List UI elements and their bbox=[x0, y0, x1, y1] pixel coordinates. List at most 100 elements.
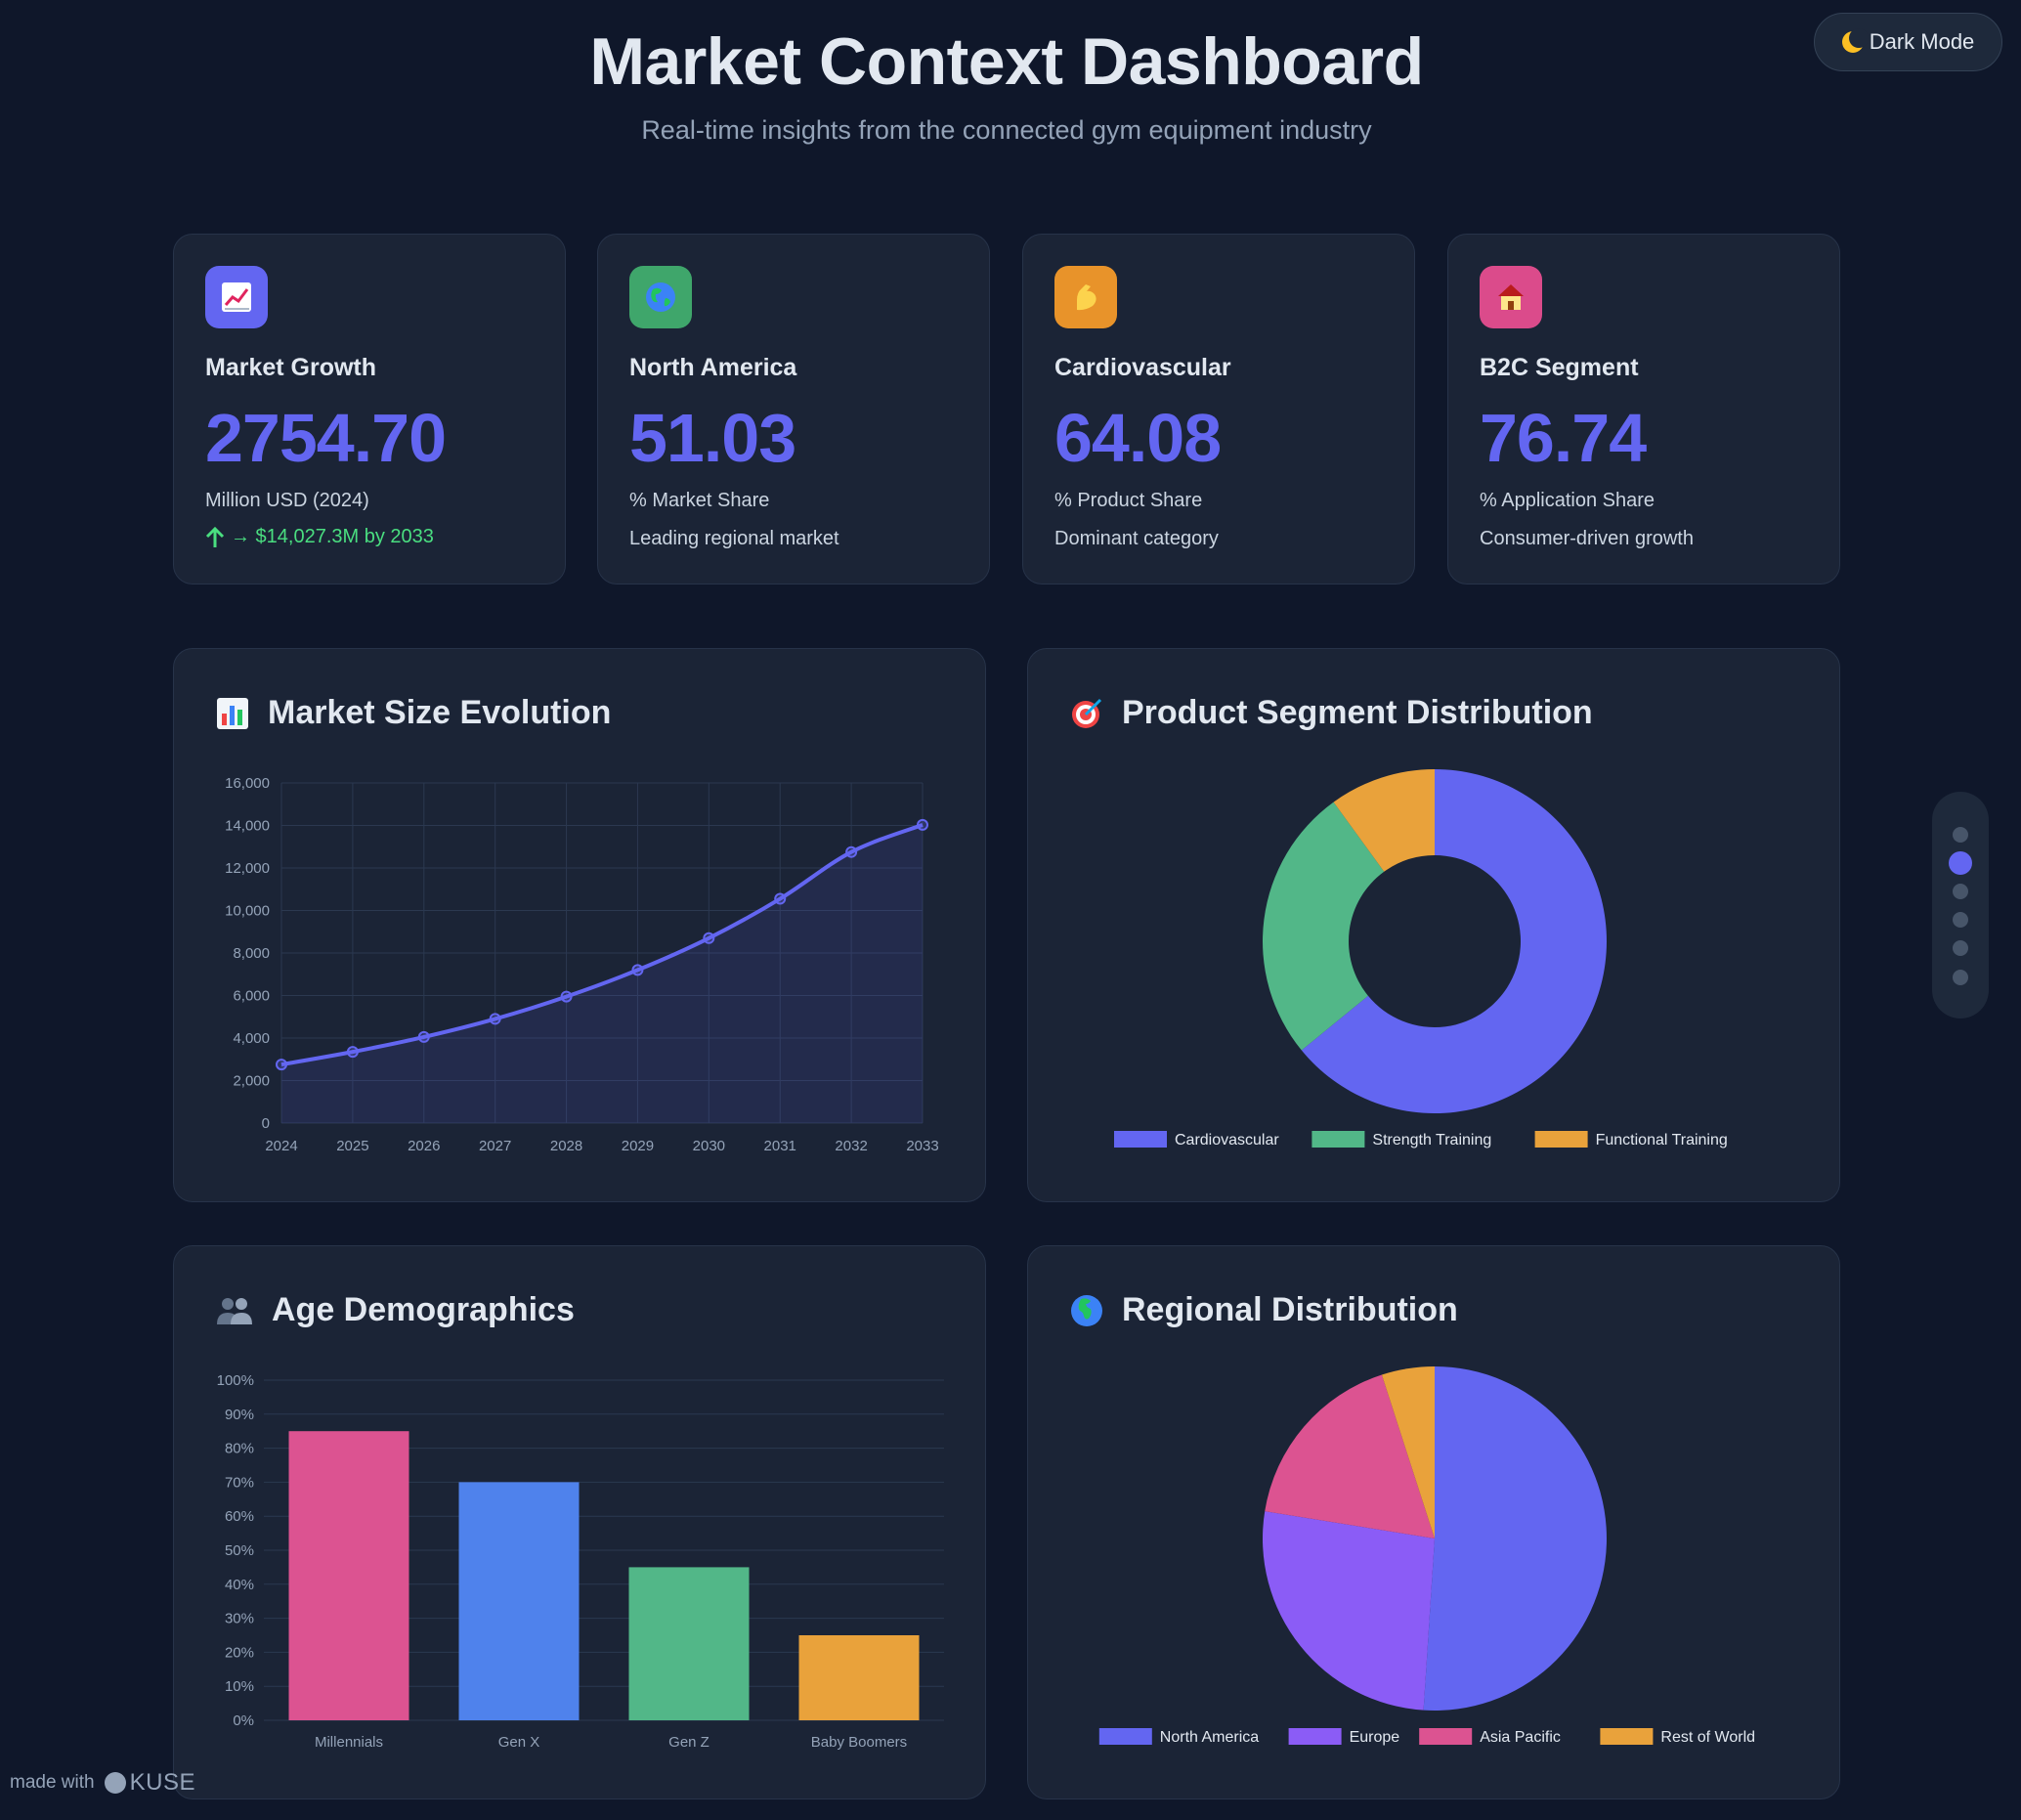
kuse-logo: KUSE bbox=[104, 1769, 195, 1797]
x-tick-label: 2026 bbox=[408, 1138, 440, 1154]
y-tick-label: 80% bbox=[225, 1441, 254, 1457]
x-tick-label: Baby Boomers bbox=[811, 1734, 907, 1751]
legend-swatch bbox=[1600, 1728, 1654, 1745]
data-point bbox=[917, 818, 928, 831]
x-tick-label: 2032 bbox=[835, 1138, 867, 1154]
bar-chart-icon bbox=[217, 697, 248, 729]
stat-note: Leading regional market bbox=[629, 528, 839, 549]
legend-label: Asia Pacific bbox=[1480, 1729, 1561, 1746]
x-tick-label: 2028 bbox=[550, 1138, 582, 1154]
dart-target-icon bbox=[1072, 698, 1102, 728]
data-point bbox=[845, 845, 858, 858]
flexed-biceps-icon bbox=[1054, 266, 1117, 328]
nav-dot[interactable] bbox=[1953, 912, 1968, 928]
data-point bbox=[276, 1059, 287, 1071]
stat-note: Consumer-driven growth bbox=[1480, 528, 1694, 549]
y-tick-label: 10,000 bbox=[225, 903, 270, 920]
x-tick-label: 2031 bbox=[764, 1138, 796, 1154]
nav-dot[interactable] bbox=[1953, 940, 1968, 956]
regional-card: Regional Distribution North America Europ… bbox=[1027, 1245, 1840, 1799]
dark-mode-toggle-button[interactable]: Dark Mode bbox=[1814, 13, 2002, 71]
age-demographics-card: Age Demographics 0% 10% 20% 30% 40% 50% 60% 70%… bbox=[173, 1245, 986, 1799]
legend-swatch bbox=[1312, 1131, 1365, 1148]
slice-cardiovascular bbox=[1301, 769, 1608, 1113]
area-fill bbox=[281, 824, 923, 1123]
two-people-icon bbox=[217, 1297, 252, 1324]
stat-title: Market Growth bbox=[205, 354, 377, 381]
y-tick-label: 90% bbox=[225, 1407, 254, 1423]
legend-label: Strength Training bbox=[1372, 1132, 1491, 1148]
y-tick-label: 0% bbox=[233, 1712, 254, 1729]
made-with-badge[interactable]: made with KUSE bbox=[10, 1769, 195, 1797]
legend-label: Functional Training bbox=[1596, 1132, 1728, 1148]
stat-card-b2c-segment: B2C Segment 76.74 % Application Share Co… bbox=[1447, 234, 1840, 585]
x-tick-label: Millennials bbox=[315, 1734, 383, 1751]
kuse-logo-icon bbox=[104, 1772, 126, 1794]
stat-unit: Million USD (2024) bbox=[205, 490, 369, 511]
legend-swatch bbox=[1419, 1728, 1473, 1745]
dark-mode-label: Dark Mode bbox=[1869, 29, 1975, 54]
y-tick-label: 20% bbox=[225, 1644, 254, 1661]
arrow-up-icon bbox=[205, 526, 225, 547]
nav-dot[interactable] bbox=[1953, 970, 1968, 985]
stat-value: 76.74 bbox=[1480, 400, 1647, 476]
nav-dot-active[interactable] bbox=[1949, 851, 1972, 875]
data-point bbox=[631, 964, 644, 976]
stat-unit: % Application Share bbox=[1480, 490, 1656, 511]
y-tick-label: 50% bbox=[225, 1542, 254, 1559]
slice-asia-pacific bbox=[1265, 1374, 1435, 1538]
stat-trend: → $14,027.3M by 2033 bbox=[205, 526, 534, 548]
legend-swatch bbox=[1114, 1131, 1167, 1148]
chart-title-text: Product Segment Distribution bbox=[1122, 694, 1593, 731]
slice-functional-training bbox=[1333, 769, 1435, 872]
legend-label: Europe bbox=[1350, 1729, 1400, 1746]
data-point bbox=[346, 1046, 359, 1059]
y-tick-label: 30% bbox=[225, 1611, 254, 1627]
nav-dot[interactable] bbox=[1953, 884, 1968, 899]
product-segment-card: Product Segment Distribution Cardiovascu… bbox=[1027, 648, 1840, 1202]
slice-europe bbox=[1263, 1511, 1435, 1711]
x-tick-label: Gen Z bbox=[668, 1734, 710, 1751]
legend-label: North America bbox=[1160, 1729, 1259, 1746]
page-title: Market Context Dashboard bbox=[589, 24, 1424, 99]
x-tick-label: Gen X bbox=[498, 1734, 540, 1751]
y-tick-label: 70% bbox=[225, 1474, 254, 1491]
stat-card-north-america: North America 51.03 % Market Share Leadi… bbox=[597, 234, 990, 585]
bar-baby-boomers bbox=[798, 1635, 920, 1720]
market-size-card: Market Size Evolution 0 2,000 4,000 6,000 8,… bbox=[173, 648, 986, 1202]
data-point bbox=[774, 892, 787, 905]
page-subtitle: Real-time insights from the connected gy… bbox=[641, 115, 1372, 145]
slice-north-america bbox=[1423, 1366, 1607, 1711]
bar-millennials bbox=[288, 1431, 409, 1720]
y-tick-label: 40% bbox=[225, 1577, 254, 1593]
stat-value: 2754.70 bbox=[205, 400, 447, 476]
product-segment-title: Product Segment Distribution bbox=[1069, 694, 1593, 732]
data-point bbox=[417, 1030, 430, 1043]
stat-note: Dominant category bbox=[1054, 528, 1219, 549]
nav-dot[interactable] bbox=[1953, 827, 1968, 843]
market-size-chart: 0 2,000 4,000 6,000 8,000 10,000 12,000 14,000 1… bbox=[225, 775, 939, 1154]
stat-trend-text: → $14,027.3M by 2033 bbox=[231, 526, 434, 547]
y-tick-label: 10% bbox=[225, 1678, 254, 1695]
chart-title-text: Market Size Evolution bbox=[268, 694, 612, 731]
y-tick-label: 4,000 bbox=[233, 1030, 270, 1047]
slice-rest-of-world bbox=[1381, 1366, 1435, 1538]
age-demographics-title: Age Demographics bbox=[215, 1291, 575, 1329]
stat-value: 64.08 bbox=[1054, 400, 1222, 476]
stat-title: B2C Segment bbox=[1480, 354, 1639, 381]
globe-americas-icon bbox=[629, 266, 692, 328]
section-navigation bbox=[1932, 792, 1989, 1018]
age-demographics-chart: 0% 10% 20% 30% 40% 50% 60% 70% 80% 90% 100% Millenn… bbox=[217, 1372, 944, 1751]
slice-strength-training bbox=[1263, 802, 1385, 1051]
x-tick-label: 2030 bbox=[693, 1138, 725, 1154]
moon-icon bbox=[1841, 28, 1869, 53]
x-tick-label: 2025 bbox=[336, 1138, 368, 1154]
y-tick-label: 100% bbox=[217, 1372, 254, 1389]
stat-unit: % Product Share bbox=[1054, 490, 1203, 511]
chart-title-text: Regional Distribution bbox=[1122, 1291, 1458, 1328]
globe-europe-africa-icon bbox=[1071, 1294, 1102, 1326]
x-tick-label: 2024 bbox=[265, 1138, 297, 1154]
regional-title: Regional Distribution bbox=[1069, 1291, 1458, 1329]
kuse-brand-text: KUSE bbox=[129, 1769, 195, 1796]
stat-value: 51.03 bbox=[629, 400, 796, 476]
